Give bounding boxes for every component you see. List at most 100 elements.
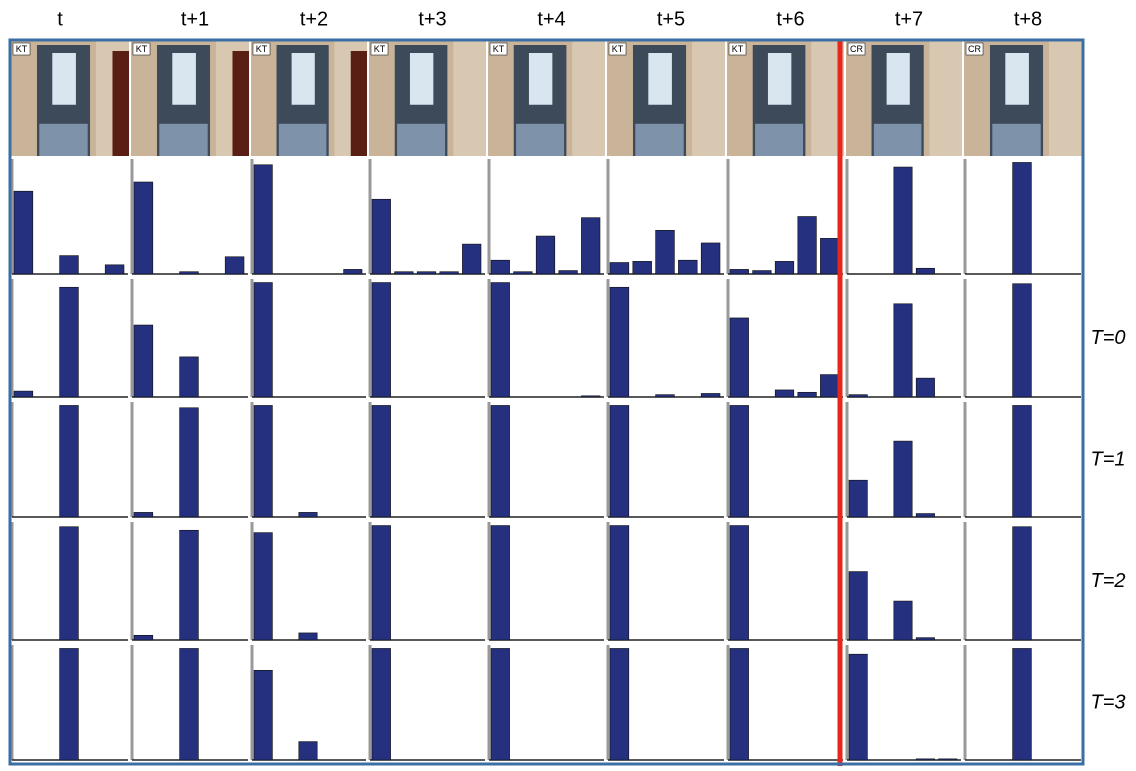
bar (253, 164, 273, 275)
bar (915, 513, 935, 518)
bar (179, 648, 199, 761)
bar (938, 758, 958, 761)
bar (1012, 162, 1032, 275)
bar (915, 377, 935, 398)
bar (253, 405, 273, 518)
bar (848, 571, 868, 641)
light (409, 53, 434, 105)
label-box (728, 42, 747, 56)
frame-label: KT (16, 44, 28, 54)
bar (490, 405, 510, 518)
bar (655, 394, 675, 398)
row-label: T=2 (1090, 570, 1125, 592)
bar (820, 238, 840, 275)
floor (635, 123, 684, 156)
floor (992, 123, 1041, 156)
label-box (370, 42, 389, 56)
bar (915, 267, 935, 275)
floor (755, 123, 804, 156)
bar (179, 407, 199, 518)
door (350, 51, 367, 156)
frame-label: KT (374, 44, 386, 54)
bar (774, 389, 795, 398)
bar (700, 393, 721, 398)
column-label: t (57, 8, 63, 30)
video-frame: KT (11, 41, 129, 156)
bar (371, 198, 391, 275)
light (528, 53, 553, 105)
bar (59, 648, 79, 761)
border (8, 38, 1085, 766)
bar (13, 190, 34, 275)
frame-label: KT (732, 44, 744, 54)
bar (729, 405, 749, 518)
row-label: T=1 (1090, 448, 1125, 470)
frame-label: KT (612, 44, 624, 54)
wall-shade (572, 41, 605, 156)
video-frame: KT (607, 41, 725, 156)
bar (609, 262, 630, 275)
bar (558, 270, 578, 275)
door (112, 51, 129, 156)
bar (797, 216, 817, 275)
bar (581, 217, 601, 275)
floor (39, 123, 88, 156)
bar (343, 269, 363, 275)
bar (298, 741, 318, 761)
column-label: t+8 (1014, 8, 1042, 30)
row-label: T=0 (1090, 327, 1125, 349)
video-frame: KT (251, 41, 367, 156)
frame-label: KT (256, 44, 268, 54)
bar (581, 395, 601, 398)
bar (253, 282, 273, 398)
bar (632, 261, 652, 275)
label-box (12, 42, 31, 56)
bar (179, 356, 199, 398)
wall-shade (1048, 41, 1082, 156)
bar (253, 669, 273, 761)
light (291, 53, 315, 105)
bar (371, 648, 391, 761)
bar (609, 648, 630, 761)
video-frame: KT (131, 41, 249, 156)
bar (915, 637, 935, 641)
bar (848, 479, 868, 518)
floor (159, 123, 208, 156)
bar (848, 394, 868, 398)
light (886, 53, 910, 105)
frame-label: KT (493, 44, 505, 54)
bar (1012, 526, 1032, 641)
bar (893, 600, 913, 641)
bar (104, 264, 125, 275)
bar (179, 529, 199, 641)
bar (729, 525, 749, 641)
wall-shade (929, 41, 962, 156)
bar (59, 526, 79, 641)
floor (278, 123, 327, 156)
light (52, 53, 76, 105)
frame-label: CR (850, 44, 863, 54)
bar (462, 243, 482, 275)
floor (516, 123, 565, 156)
light (767, 53, 792, 105)
bar (848, 653, 868, 761)
column-label: t+1 (181, 8, 209, 30)
bar (729, 317, 749, 398)
bar (490, 648, 510, 761)
video-frame: KT (488, 41, 605, 156)
bar (535, 235, 556, 275)
bar (253, 532, 273, 641)
bar (179, 271, 199, 275)
column-label: t+7 (895, 8, 923, 30)
bar (59, 405, 79, 518)
floor (873, 123, 922, 156)
floor (397, 123, 446, 156)
bar (1012, 648, 1032, 761)
light (648, 53, 672, 105)
bar (133, 634, 154, 641)
bar (133, 324, 154, 398)
door (232, 51, 249, 156)
frame-label: KT (136, 44, 148, 54)
label-box (489, 42, 508, 56)
